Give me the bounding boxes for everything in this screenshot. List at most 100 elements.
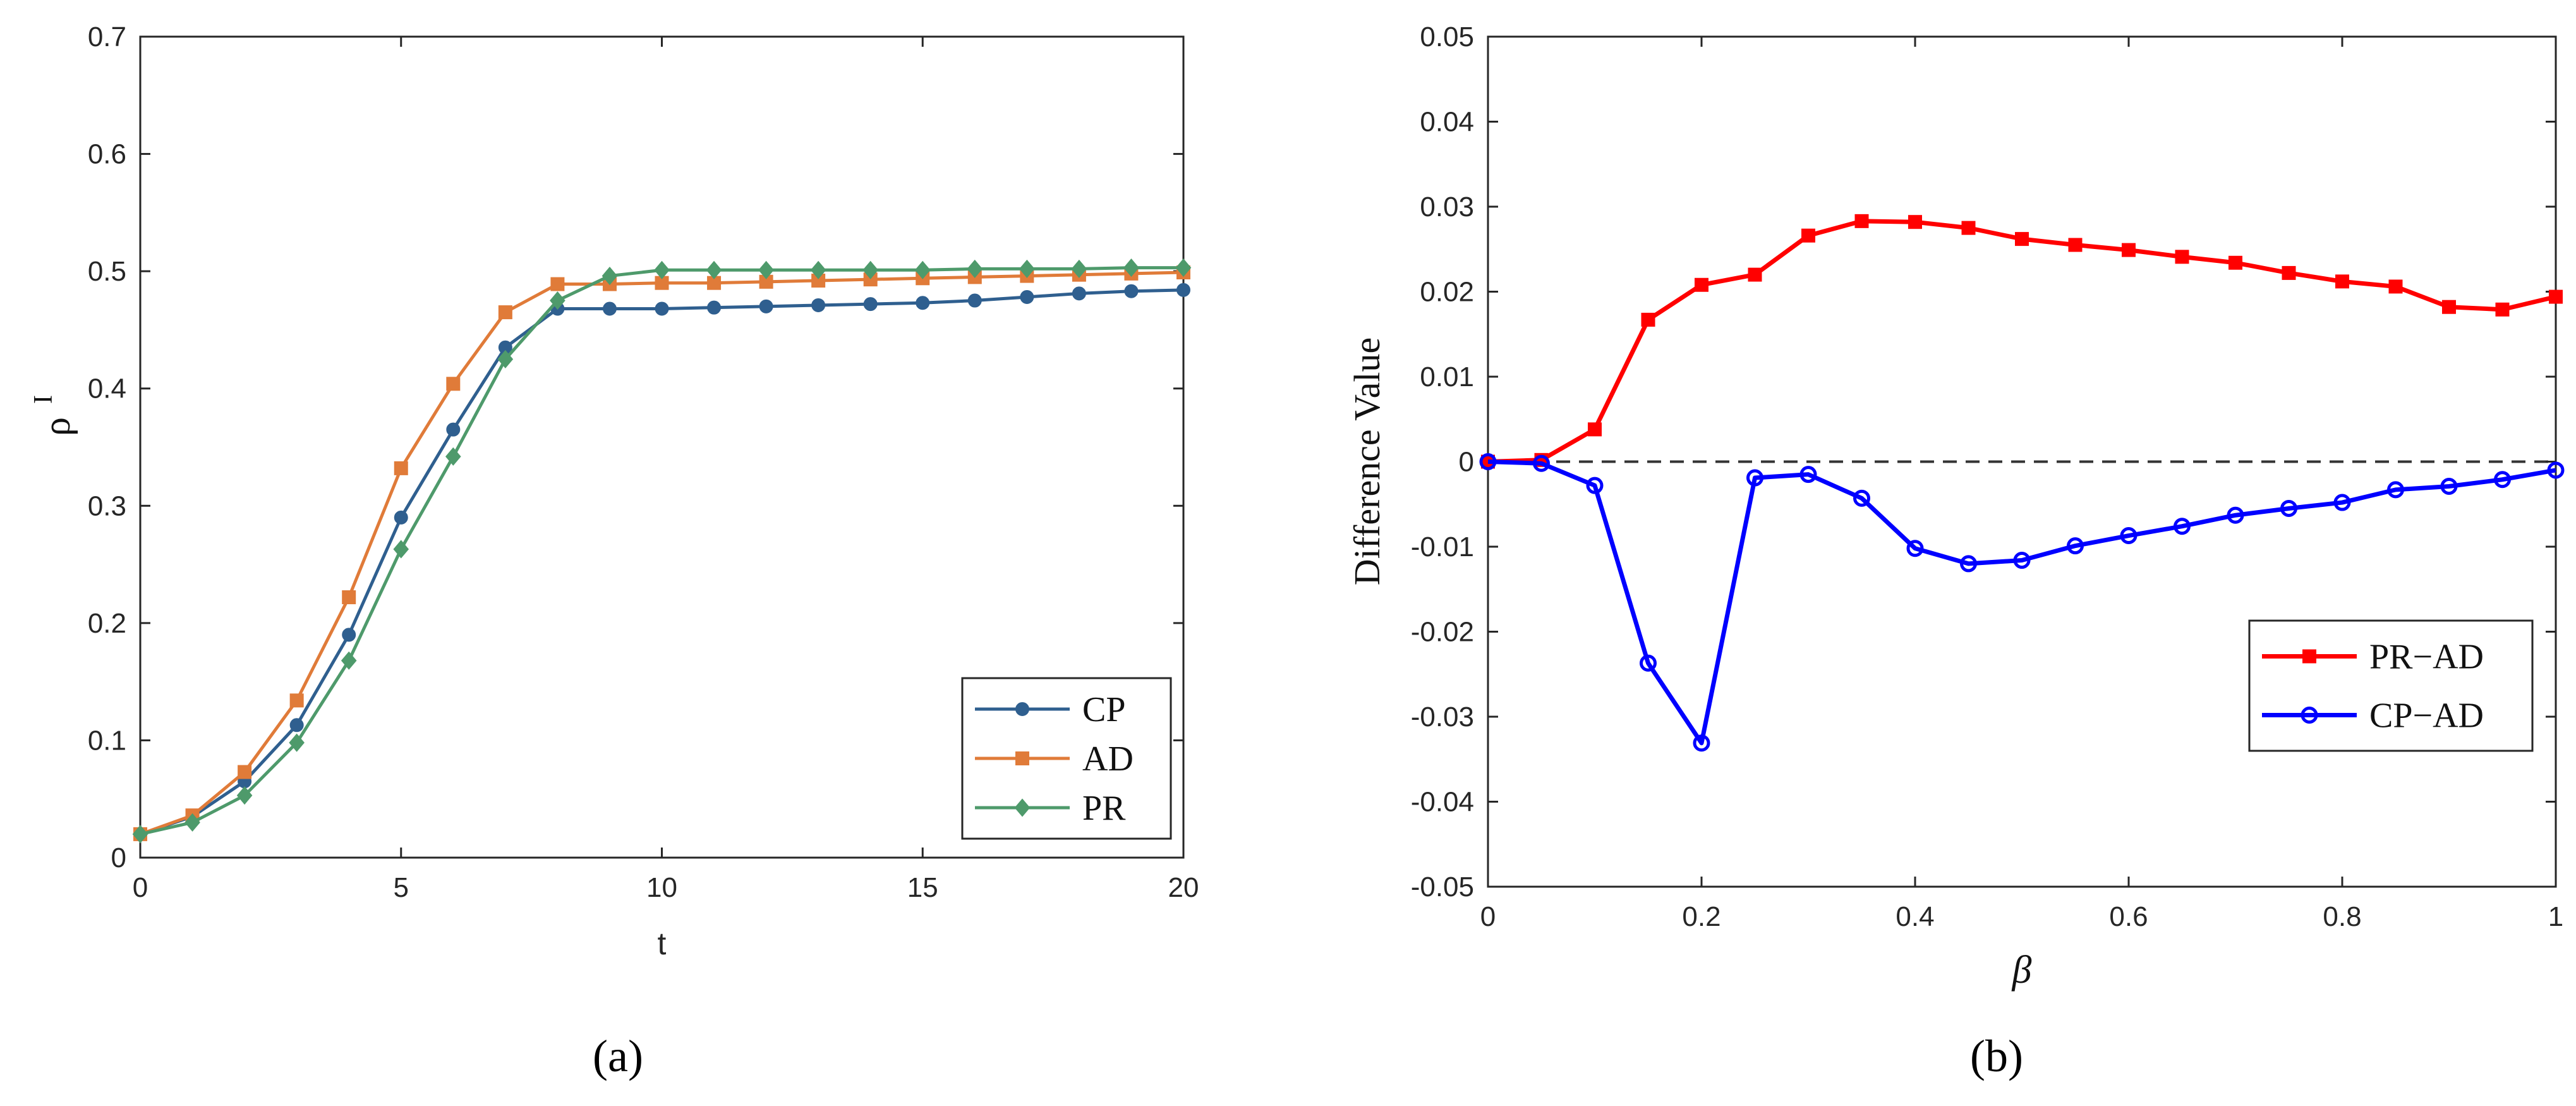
data-point — [1961, 221, 1976, 235]
data-point — [602, 267, 618, 286]
data-point — [2494, 471, 2511, 489]
panel-a-ticks: 0 5 10 15 20 0 0.1 0.2 0.3 0.4 0.5 0.6 0.7 — [88, 21, 1199, 903]
data-point — [2175, 250, 2189, 264]
data-point — [2335, 274, 2349, 289]
data-point — [1020, 289, 1034, 304]
data-point — [1072, 286, 1086, 301]
panel-b-series — [1479, 214, 2565, 752]
legend-item: PR−AD — [2262, 638, 2484, 677]
data-point — [132, 825, 148, 844]
data-point — [916, 296, 930, 310]
panel-a-legend: CP AD PR — [961, 677, 1172, 840]
data-point — [1695, 277, 1708, 292]
data-point — [1479, 453, 1497, 470]
x-tick-label: 5 — [394, 872, 409, 903]
x-tick-label: 10 — [646, 872, 677, 903]
legend-swatch-marker — [1014, 798, 1031, 817]
legend-item: CP — [975, 690, 1126, 729]
data-point — [289, 733, 305, 752]
data-point — [1071, 259, 1087, 278]
panel-a-x-axis-label: t — [658, 926, 667, 961]
panel-b-x-axis-label: β — [2012, 949, 2032, 992]
data-point — [2280, 499, 2297, 517]
data-point — [394, 510, 408, 525]
data-point — [2549, 289, 2563, 304]
data-point — [498, 305, 512, 320]
data-point — [1533, 454, 1550, 472]
data-point — [1801, 228, 1815, 243]
data-point — [863, 297, 878, 312]
panel-b-ticks: 0 0.2 0.4 0.6 0.8 1 -0.05 -0.04 -0.03 -0.02 -0.01 0… — [1411, 21, 2564, 932]
series-pr — [132, 258, 1192, 844]
panel-b-label: (b) — [1970, 1031, 2023, 1081]
y-tick-label: 0 — [111, 842, 126, 873]
y-tick-label: 0.2 — [88, 608, 126, 639]
data-point — [1908, 215, 1922, 229]
data-point — [602, 301, 617, 316]
data-point — [289, 693, 304, 708]
data-point — [810, 260, 826, 279]
series-cp — [133, 283, 1190, 841]
x-tick-label: 0 — [1480, 901, 1496, 932]
y-tick-label: 0.02 — [1420, 277, 1474, 308]
data-point — [2547, 461, 2565, 479]
data-point — [811, 298, 826, 312]
legend-label: PR−AD — [2369, 638, 2484, 677]
x-tick-label: 0.6 — [2109, 901, 2148, 932]
data-point — [2015, 232, 2029, 246]
y-tick-label: 0.5 — [88, 256, 126, 287]
y-tick-label: -0.04 — [1411, 787, 1474, 818]
data-point — [1853, 489, 1870, 507]
y-tick-label: 0 — [1459, 447, 1474, 478]
x-tick-label: 0.8 — [2323, 901, 2361, 932]
data-point — [2388, 279, 2403, 294]
data-point — [1176, 283, 1190, 297]
legend-label: CP−AD — [2369, 696, 2484, 736]
data-point — [394, 461, 408, 475]
data-point — [862, 260, 879, 279]
data-point — [289, 718, 304, 732]
y-tick-label: 0.03 — [1420, 191, 1474, 222]
data-point — [497, 349, 514, 368]
data-point — [1123, 258, 1139, 277]
data-point — [341, 651, 357, 670]
data-point — [1748, 267, 1762, 282]
y-tick-label: -0.03 — [1411, 702, 1474, 732]
series-ad — [133, 265, 1190, 841]
data-point — [236, 786, 253, 805]
series-line — [1487, 219, 2556, 464]
y-tick-label: 0.4 — [88, 374, 126, 404]
panel-b-y-axis-label: Difference Value — [1346, 337, 1388, 585]
y-tick-label: 0.3 — [88, 490, 126, 521]
y-tick-label: 0.04 — [1420, 107, 1474, 138]
legend-box — [2248, 619, 2534, 752]
data-point — [2442, 300, 2456, 314]
data-point — [655, 301, 669, 316]
data-point — [1640, 654, 1657, 672]
legend-label: PR — [1082, 789, 1126, 828]
data-point — [1960, 555, 1977, 573]
data-point — [342, 590, 356, 605]
data-point — [2227, 506, 2244, 524]
data-point — [550, 277, 565, 291]
legend-label: AD — [1082, 739, 1134, 779]
legend-swatch-marker — [2301, 707, 2318, 724]
data-point — [2387, 481, 2404, 499]
data-point — [758, 260, 774, 279]
data-point — [342, 628, 356, 642]
data-point — [1854, 214, 1869, 228]
data-point — [2228, 255, 2242, 270]
data-point — [914, 260, 931, 279]
data-point — [967, 293, 982, 308]
x-tick-label: 0 — [133, 872, 148, 903]
x-tick-label: 0.4 — [1896, 901, 1934, 932]
y-tick-label: -0.05 — [1411, 872, 1474, 902]
y-tick-label: 0.01 — [1420, 362, 1474, 392]
data-point — [1641, 312, 1655, 327]
panel-b-legend: PR−AD CP−AD — [2248, 619, 2534, 752]
data-point — [1693, 734, 1710, 752]
series-line — [1487, 459, 2556, 746]
y-tick-label: -0.02 — [1411, 617, 1474, 648]
data-point — [2333, 494, 2351, 511]
